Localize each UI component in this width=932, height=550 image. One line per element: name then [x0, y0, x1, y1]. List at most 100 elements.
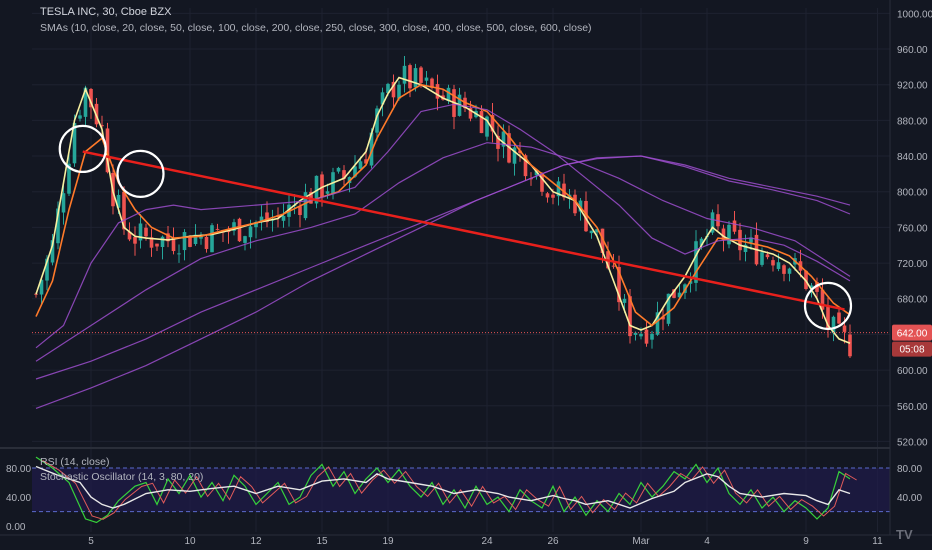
grid — [32, 8, 890, 532]
candle-body — [375, 108, 379, 133]
sma-line — [35, 142, 851, 362]
candle-body — [358, 161, 363, 169]
candle-body — [677, 292, 682, 298]
price-tick-label: 600.00 — [897, 366, 928, 377]
candle-body — [61, 193, 66, 213]
candle-body — [666, 293, 671, 324]
time-tick-label: 11 — [872, 536, 883, 547]
candle-body — [188, 236, 192, 247]
price-tick-label: 840.00 — [897, 152, 928, 163]
candle-body — [826, 306, 830, 329]
candle-body — [501, 131, 506, 147]
candle-body — [661, 316, 665, 320]
osc-left-tick-label: 0.00 — [6, 522, 26, 533]
candle-body — [589, 230, 594, 234]
sma-line — [35, 83, 851, 327]
candle-body — [204, 236, 209, 249]
candle-body — [160, 236, 165, 248]
sma-line — [35, 155, 851, 409]
candle-body — [127, 231, 132, 240]
countdown-tag — [892, 341, 932, 357]
time-tick-label: 9 — [803, 536, 809, 547]
candle-body — [424, 77, 429, 81]
candle-body — [765, 254, 770, 258]
price-tick-label: 920.00 — [897, 81, 928, 92]
candle-body — [435, 84, 440, 99]
time-tick-label: 5 — [88, 536, 94, 547]
rsi-line — [35, 465, 851, 509]
candle-body — [727, 224, 731, 245]
candle-body — [155, 243, 159, 247]
candle-body — [210, 225, 214, 253]
candle-body — [232, 222, 236, 231]
highlight-circle — [58, 124, 107, 174]
price-tick-label: 720.00 — [897, 259, 928, 270]
price-tick-label: 520.00 — [897, 437, 928, 448]
highlight-circle — [803, 281, 853, 330]
candle-body — [809, 285, 814, 288]
candle-body — [490, 115, 495, 132]
candle-body — [820, 289, 825, 310]
candle-body — [281, 215, 286, 221]
candle-body — [303, 192, 308, 219]
candle-body — [468, 107, 473, 119]
candle-body — [842, 325, 847, 332]
candle-body — [485, 116, 489, 137]
candle-body — [380, 92, 385, 105]
time-tick-label: 15 — [316, 536, 328, 547]
stoch-legend[interactable]: Stochastic Oscillator (14, 3, 80, 20) — [40, 471, 204, 483]
candle-body — [523, 155, 528, 177]
osc-left-tick-label: 80.00 — [6, 464, 31, 475]
candle-body — [199, 235, 203, 239]
candle-body — [644, 329, 649, 344]
candle-body — [237, 218, 242, 242]
candle-body — [248, 226, 253, 238]
time-tick-label: 4 — [704, 536, 710, 547]
candle-body — [353, 166, 357, 177]
candle-body — [243, 236, 247, 243]
candle-body — [694, 241, 698, 283]
annotations — [32, 124, 890, 334]
candle-body — [743, 244, 748, 253]
candle-body — [633, 332, 638, 335]
candle-body — [265, 212, 269, 223]
candle-body — [771, 260, 775, 266]
osc-right-tick-label: 80.00 — [897, 464, 922, 475]
candle-body — [171, 238, 176, 252]
highlight-circle — [116, 149, 165, 198]
candle-body — [397, 84, 401, 99]
rsi-legend[interactable]: RSI (14, close) — [40, 456, 110, 468]
candle-body — [446, 87, 451, 102]
candle-body — [622, 298, 627, 303]
candle-body — [551, 194, 555, 198]
candle-body — [732, 220, 737, 232]
candle-body — [39, 279, 44, 295]
price-tick-label: 800.00 — [897, 188, 928, 199]
candle-body — [122, 191, 126, 230]
symbol-title[interactable]: TESLA INC, 30, Cboe BZX — [40, 6, 172, 18]
candle-body — [562, 183, 566, 198]
candle-body — [215, 228, 220, 230]
candle-body — [67, 163, 71, 194]
candle-body — [628, 296, 632, 337]
candle-body — [760, 252, 764, 265]
candle-body — [193, 234, 198, 244]
candle-body — [540, 173, 544, 192]
candle-body — [688, 281, 693, 284]
oscillator-pane — [32, 456, 890, 524]
time-tick-label: Mar — [632, 536, 650, 547]
tradingview-logo-icon[interactable]: TV — [896, 527, 913, 542]
candle-body — [78, 115, 82, 119]
candle-body — [611, 265, 616, 267]
sma-legend[interactable]: SMAs (10, close, 20, close, 50, close, 1… — [40, 22, 592, 34]
candle-body — [83, 87, 88, 117]
candle-body — [89, 88, 93, 108]
candle-body — [512, 147, 517, 164]
candle-body — [72, 122, 77, 164]
candle-body — [149, 237, 154, 248]
candle-body — [534, 170, 539, 176]
osc-left-tick-label: 40.00 — [6, 493, 31, 504]
candle-body — [573, 194, 577, 214]
stoch-d-line — [42, 459, 857, 520]
sma-lines — [35, 76, 851, 409]
